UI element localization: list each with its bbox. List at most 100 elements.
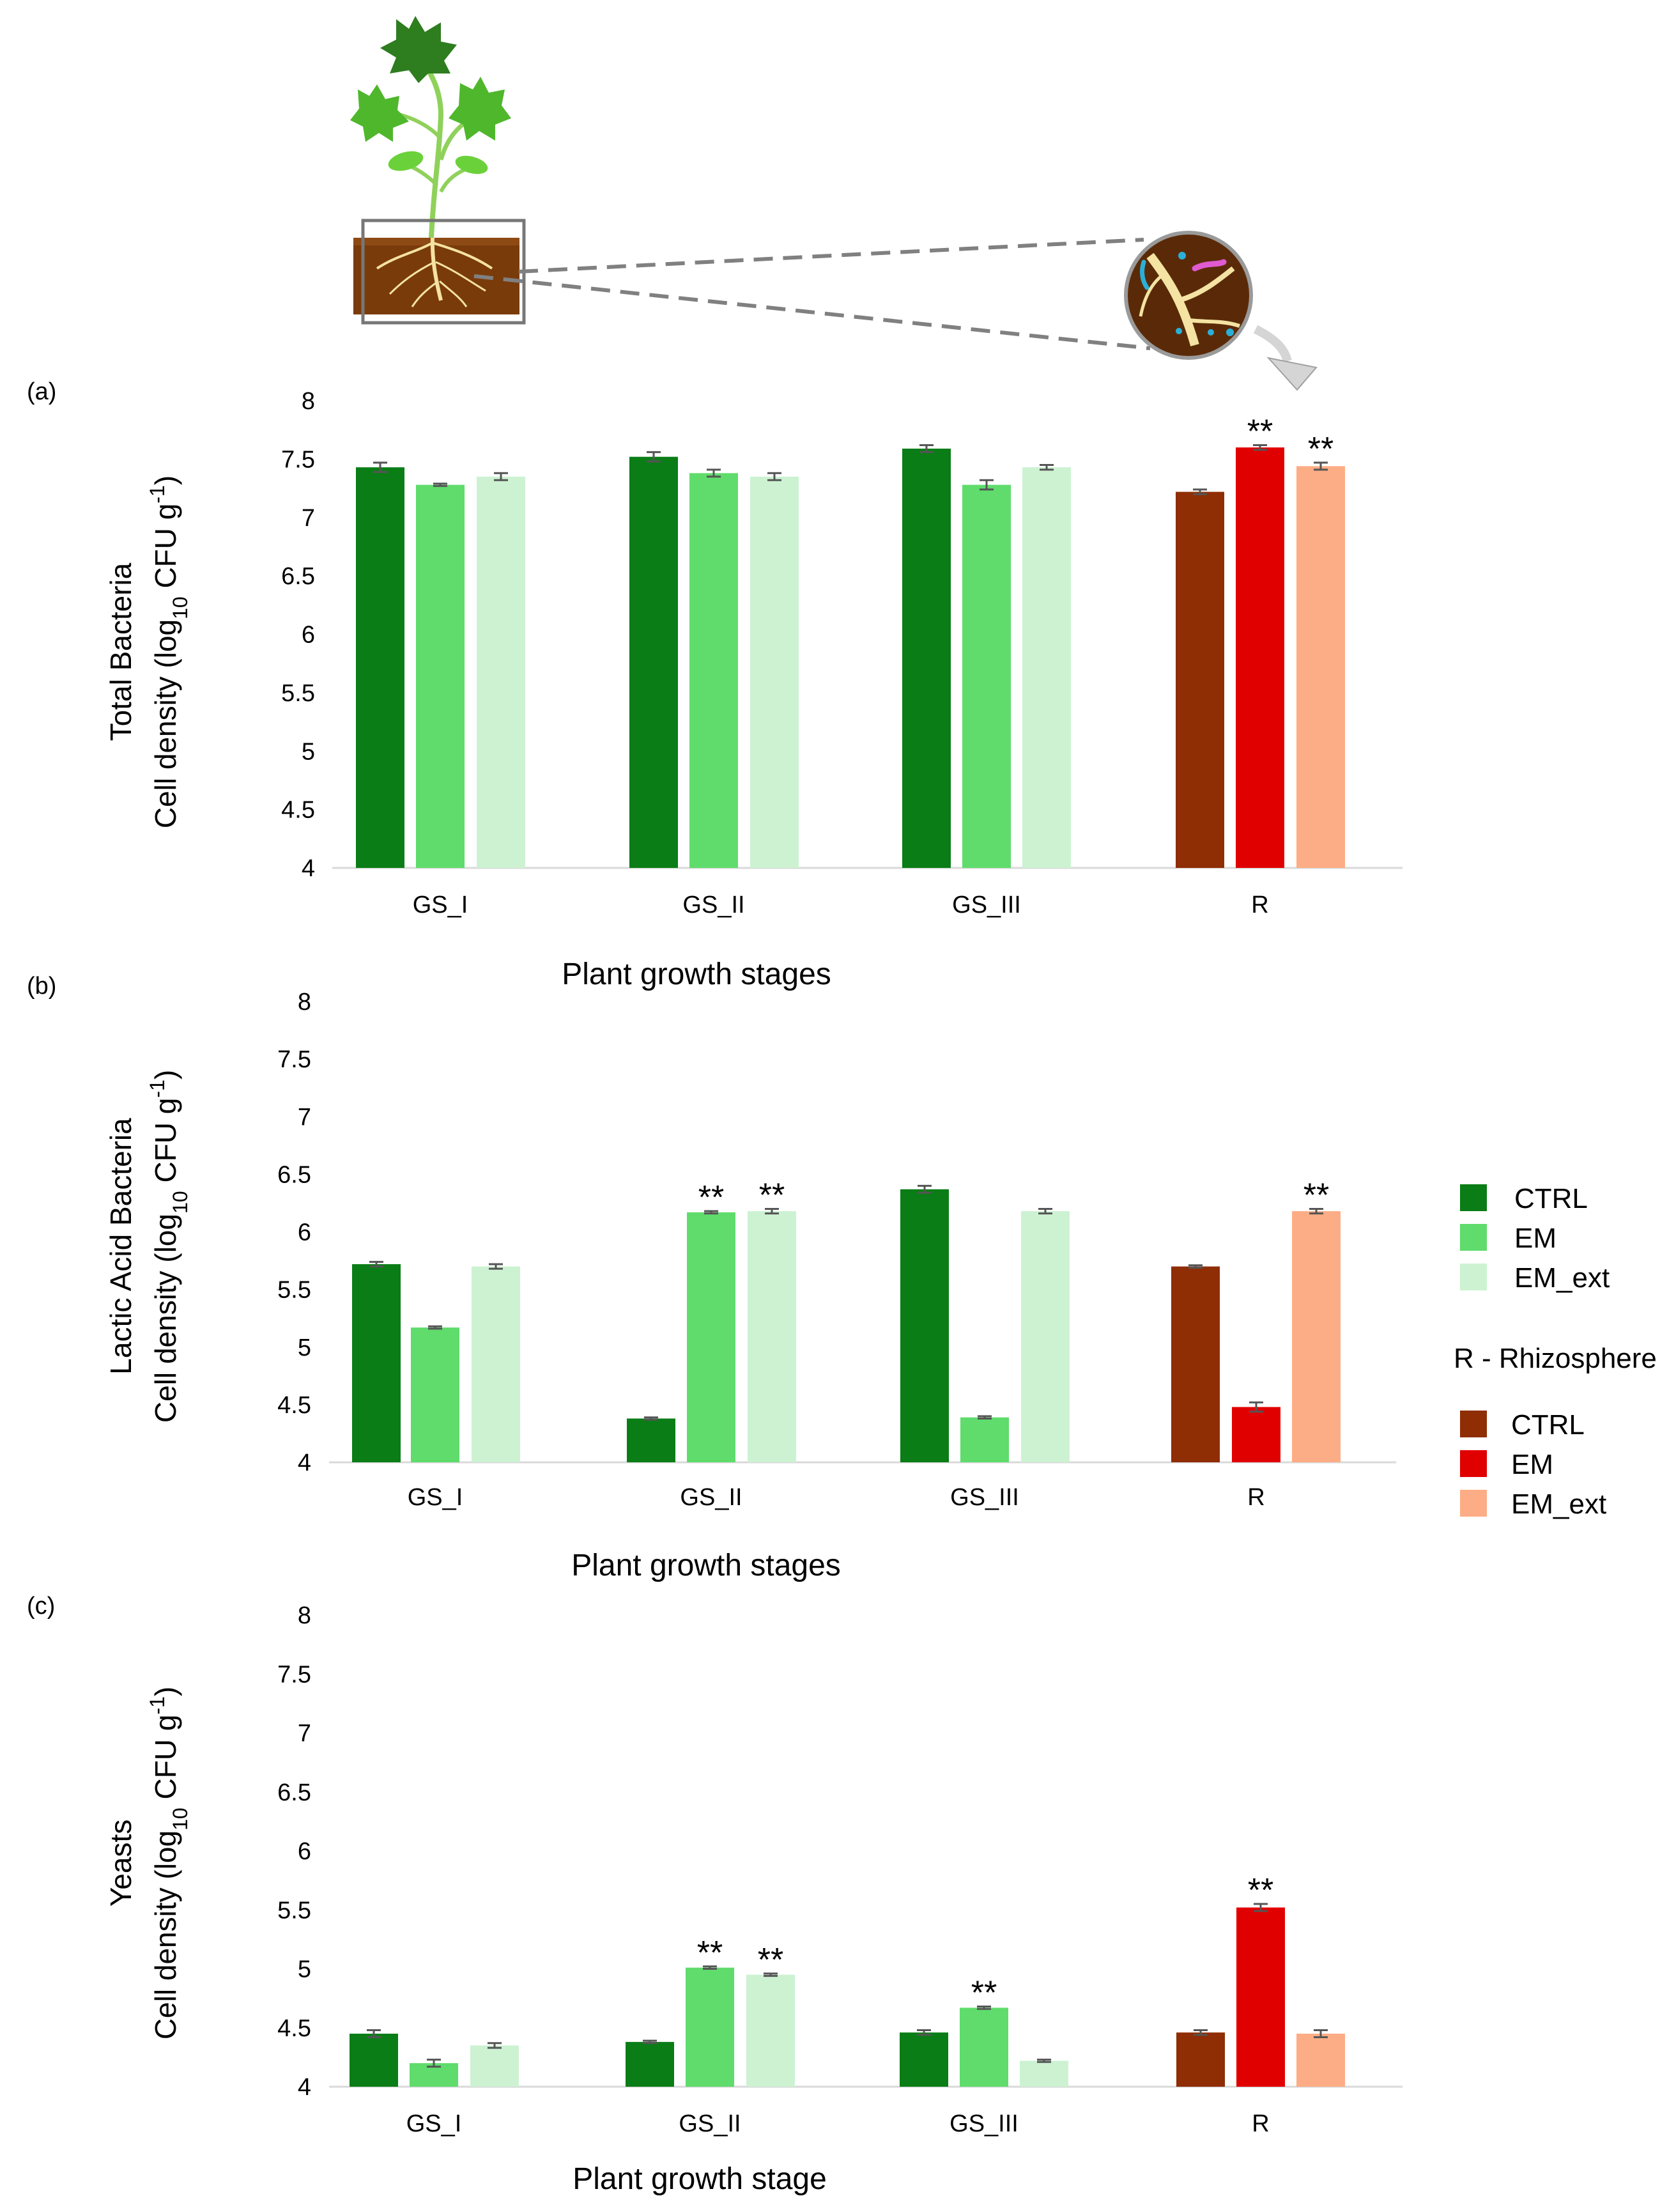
- bar-r-em-ext: [1296, 2033, 1345, 2087]
- x-tick-label: GS_III: [949, 2110, 1019, 2137]
- y-tick-label: 8: [298, 1602, 311, 1629]
- error-bar: [767, 472, 781, 481]
- error-bar: [427, 2059, 441, 2068]
- chart-panel-c: (c) Yeasts Cell density (log10 CFU g-1) …: [27, 1593, 1403, 2196]
- error-bar: [1188, 1264, 1203, 1269]
- bar-r-em-ext: [1296, 466, 1345, 868]
- x-tick-labels: GS_I GS_II GS_III R: [408, 1484, 1265, 1511]
- error-bar: [918, 1184, 932, 1194]
- bar-gs-ii-ctrl: [626, 2041, 674, 2087]
- plant-icon: [350, 16, 519, 314]
- y-axis-title: Lactic Acid Bacteria Cell density (log10…: [104, 1070, 192, 1423]
- bar-gs-i-em-ext: [477, 476, 525, 868]
- plant-illustration: [350, 16, 1318, 391]
- y-tick-label: 4.5: [277, 1392, 311, 1419]
- error-bar: [369, 1260, 383, 1268]
- legend: CTRL EM EM_ext R - Rhizosphere CTRL EM E…: [1454, 1183, 1657, 1520]
- bar-gs-iii-ctrl: [900, 1189, 949, 1462]
- bar-r-em: [1236, 447, 1284, 868]
- error-bar: [1309, 1207, 1323, 1215]
- zoom-line-top: [518, 238, 1144, 274]
- error-bar: [704, 1210, 718, 1215]
- panel-label: (a): [27, 378, 56, 405]
- y-tick-label: 5.5: [281, 680, 315, 707]
- bar-gs-ii-em-ext: [748, 1211, 796, 1462]
- y-tick-label: 5: [298, 1956, 311, 1983]
- bar-r-ctrl: [1171, 1266, 1220, 1462]
- bar-gs-ii-em: [689, 473, 738, 868]
- bars: ** ** **: [352, 1177, 1341, 1462]
- error-bar: [1194, 2029, 1208, 2036]
- bar-r-ctrl: [1176, 2032, 1225, 2087]
- error-bar: [917, 2029, 931, 2036]
- error-bar: [978, 1415, 992, 1420]
- significance-marker: **: [1247, 413, 1273, 450]
- x-axis-title: Plant growth stage: [573, 2162, 827, 2196]
- bar-r-ctrl: [1176, 491, 1224, 868]
- x-tick-label: GS_II: [682, 892, 744, 918]
- legend-label-r-em-ext: EM_ext: [1511, 1489, 1606, 1520]
- chart-panel-b: (b) Lactic Acid Bacteria Cell density (l…: [27, 973, 1396, 1582]
- y-tick-label: 7: [298, 1721, 311, 1747]
- error-bar: [977, 2006, 991, 2010]
- significance-marker: **: [971, 1975, 997, 2012]
- error-bar: [1314, 2029, 1328, 2039]
- x-tick-labels: GS_I GS_II GS_III R: [406, 2110, 1270, 2137]
- y-axis-title-line1: Lactic Acid Bacteria: [104, 1118, 137, 1375]
- y-axis-title: Yeasts Cell density (log10 CFU g-1): [104, 1687, 192, 2039]
- bar-gs-i-em: [411, 1327, 459, 1462]
- legend-label-r-ctrl: CTRL: [1511, 1409, 1585, 1441]
- error-bar: [1038, 1207, 1052, 1215]
- y-tick-label: 6: [298, 1838, 311, 1865]
- bar-gs-i-ctrl: [352, 1264, 401, 1462]
- y-tick-label: 4: [298, 1450, 311, 1476]
- error-bar: [428, 1325, 442, 1330]
- bar-gs-iii-em: [962, 484, 1011, 868]
- panel-label: (c): [27, 1593, 55, 1620]
- y-tick-label: 8: [298, 989, 311, 1016]
- error-bar: [703, 1965, 717, 1970]
- y-tick-label: 7: [298, 1104, 311, 1131]
- y-tick-label: 5.5: [277, 1897, 311, 1924]
- legend-rhizosphere-title: R - Rhizosphere: [1454, 1343, 1657, 1374]
- x-tick-labels: GS_I GS_II GS_III R: [413, 892, 1269, 918]
- y-tick-label: 7.5: [281, 446, 315, 473]
- error-bar: [919, 444, 934, 453]
- bar-gs-iii-em-ext: [1020, 2061, 1068, 2087]
- error-bar: [488, 2042, 502, 2049]
- significance-marker: **: [1308, 431, 1334, 468]
- y-axis-title-line1: Yeasts: [104, 1820, 137, 1906]
- error-bar: [1037, 2059, 1051, 2063]
- bar-gs-i-em-ext: [470, 2045, 519, 2087]
- error-bar: [1040, 464, 1054, 471]
- y-axis-title: Total Bacteria Cell density (log10 CFU g…: [104, 476, 192, 828]
- bar-gs-iii-em: [960, 1417, 1009, 1462]
- bars: ** **: [356, 413, 1345, 868]
- error-bar: [1254, 1903, 1268, 1912]
- y-tick-label: 4: [298, 2074, 311, 2101]
- y-tick-label: 6: [298, 1219, 311, 1246]
- y-tick-label: 6.5: [277, 1161, 311, 1188]
- significance-marker: **: [758, 1942, 783, 1979]
- legend-swatch-r-ctrl: [1460, 1411, 1487, 1437]
- error-bar: [765, 1207, 779, 1215]
- y-tick-label: 4.5: [281, 797, 315, 824]
- error-bar: [367, 2029, 381, 2039]
- legend-swatch-r-em: [1460, 1450, 1487, 1477]
- bar-gs-iii-em: [960, 2007, 1008, 2087]
- rhizosphere-magnifier-icon: [1124, 231, 1253, 360]
- y-tick-label: 5: [298, 1334, 311, 1361]
- error-bar: [433, 483, 447, 487]
- x-tick-label: GS_III: [952, 892, 1021, 918]
- significance-marker: **: [1248, 1872, 1273, 1909]
- x-tick-label: GS_I: [413, 892, 468, 918]
- y-tick-labels: 4 4.5 5 5.5 6 6.5 7 7.5 8: [277, 989, 311, 1476]
- y-axis-title-line1: Total Bacteria: [104, 562, 137, 741]
- error-bar: [643, 2039, 657, 2045]
- bar-r-em-ext: [1292, 1211, 1341, 1462]
- chart-panel-a: (a) Total Bacteria Cell density (log10 C…: [27, 378, 1403, 991]
- y-tick-label: 8: [302, 388, 315, 415]
- significance-marker: **: [759, 1177, 785, 1214]
- error-bar: [707, 468, 721, 478]
